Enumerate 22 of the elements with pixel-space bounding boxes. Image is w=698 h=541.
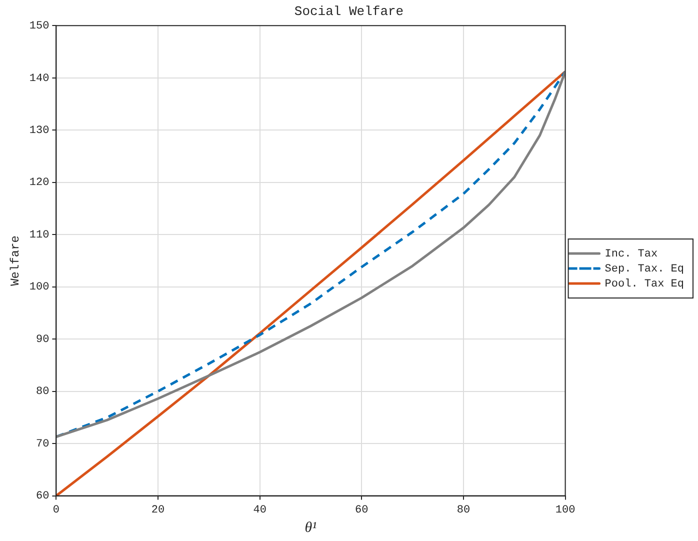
y-axis-title: Welfare	[8, 235, 22, 286]
x-tick-label: 20	[151, 504, 165, 516]
y-tick-label: 70	[36, 438, 50, 450]
x-tick-label: 100	[555, 504, 576, 516]
y-tick-label: 80	[36, 386, 50, 398]
legend-label: Inc. Tax	[604, 248, 658, 260]
y-tick-label: 140	[29, 72, 50, 85]
x-tick-label: 0	[52, 504, 60, 516]
chart-title: Social Welfare	[294, 4, 404, 20]
y-tick-label: 100	[29, 282, 50, 294]
y-tick-label: 110	[29, 229, 50, 242]
x-axis-title: θ¹	[304, 520, 318, 536]
y-tick-label: 120	[29, 177, 50, 190]
x-tick-label: 40	[253, 504, 266, 516]
legend-label: Pool. Tax Eq	[604, 278, 684, 290]
y-tick-label: 60	[36, 490, 50, 503]
x-tick-label: 60	[355, 504, 368, 516]
x-tick-label: 80	[456, 504, 470, 516]
y-tick-label: 130	[29, 124, 50, 137]
y-tick-label: 90	[36, 334, 50, 346]
legend-label: Sep. Tax. Eq	[604, 263, 684, 276]
y-tick-label: 150	[29, 20, 50, 33]
